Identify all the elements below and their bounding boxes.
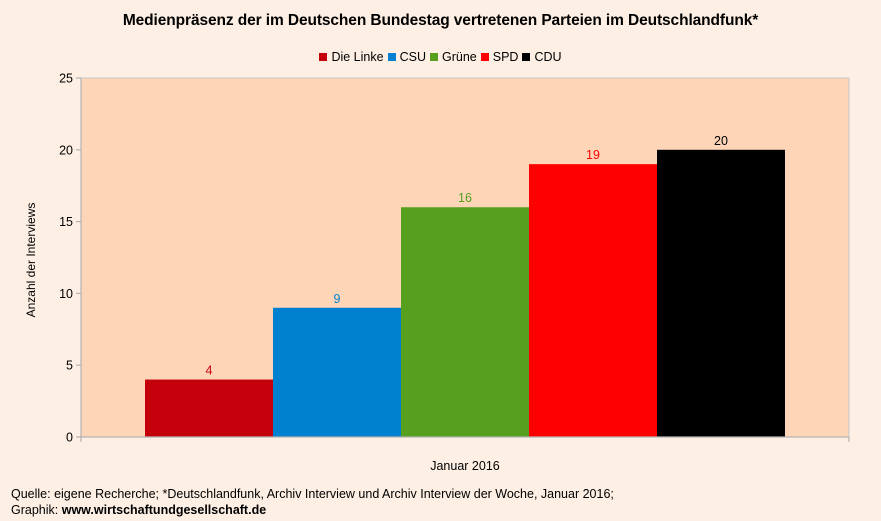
graphic-credit: Graphik: www.wirtschaftundgesellschaft.d… bbox=[11, 502, 614, 518]
data-label: 4 bbox=[206, 364, 213, 378]
bar-grüne bbox=[401, 207, 529, 437]
legend-swatch bbox=[522, 53, 531, 61]
legend-item: CDU bbox=[522, 50, 562, 64]
legend-label: CSU bbox=[399, 50, 426, 64]
x-category-label: Januar 2016 bbox=[430, 459, 500, 473]
data-label: 20 bbox=[714, 134, 728, 148]
footer: Quelle: eigene Recherche; *Deutschlandfu… bbox=[11, 486, 614, 518]
y-tick-label: 15 bbox=[59, 215, 73, 229]
legend-item: Grüne bbox=[429, 50, 477, 64]
legend-item: CSU bbox=[387, 50, 426, 64]
data-label: 16 bbox=[458, 191, 472, 205]
y-tick-label: 25 bbox=[59, 72, 73, 86]
y-tick-label: 0 bbox=[66, 431, 73, 445]
legend-item: SPD bbox=[480, 50, 519, 64]
legend-item: Die Linke bbox=[319, 50, 384, 64]
y-tick-label: 5 bbox=[66, 359, 73, 373]
data-label: 9 bbox=[334, 292, 341, 306]
y-tick-label: 10 bbox=[59, 287, 73, 301]
legend-swatch bbox=[480, 53, 489, 61]
legend-label: Grüne bbox=[441, 50, 477, 64]
legend-swatch bbox=[429, 53, 438, 61]
legend-swatch bbox=[387, 53, 396, 61]
legend: Die Linke CSU Grüne SPD CDU bbox=[0, 50, 881, 64]
legend-label: SPD bbox=[492, 50, 519, 64]
bar-spd bbox=[529, 164, 657, 437]
bar-csu bbox=[273, 307, 401, 437]
bar-cdu bbox=[657, 149, 785, 438]
website-link[interactable]: www.wirtschaftundgesellschaft.de bbox=[61, 503, 267, 517]
legend-label: CDU bbox=[534, 50, 562, 64]
chart-title: Medienpräsenz der im Deutschen Bundestag… bbox=[122, 12, 759, 29]
bar-die-linke bbox=[145, 379, 273, 437]
graphic-prefix: Graphik: bbox=[11, 503, 62, 517]
legend-label: Die Linke bbox=[331, 50, 384, 64]
data-label: 19 bbox=[586, 148, 600, 162]
y-tick-label: 20 bbox=[59, 143, 73, 157]
source-note: Quelle: eigene Recherche; *Deutschlandfu… bbox=[11, 487, 614, 501]
legend-swatch bbox=[319, 53, 328, 61]
